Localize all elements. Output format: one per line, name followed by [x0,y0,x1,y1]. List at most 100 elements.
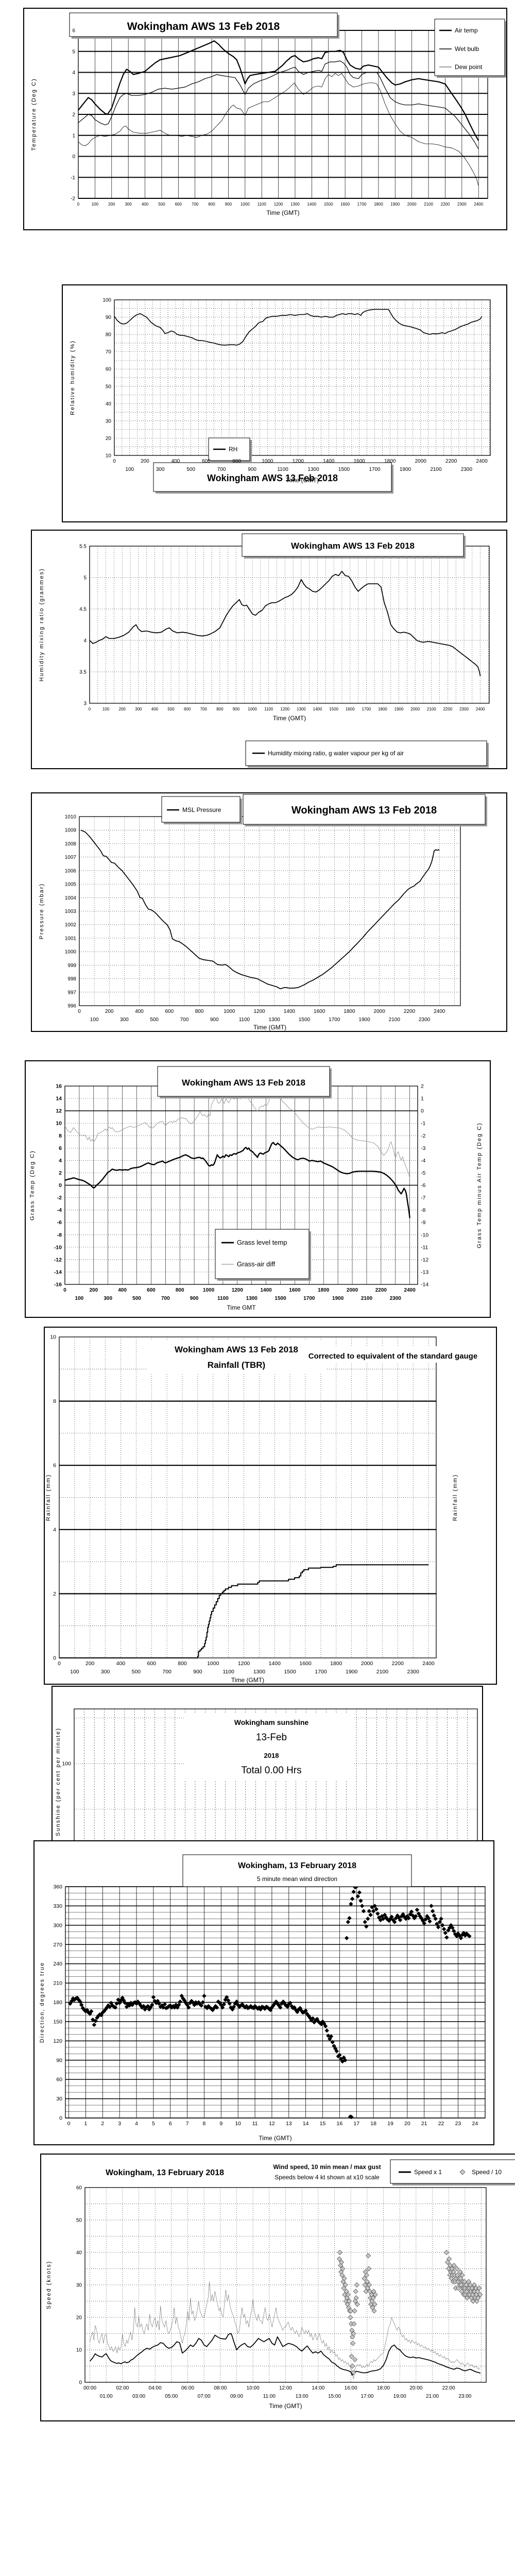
x-tick-label: 2000 [347,1287,358,1293]
legend-label: RH [229,446,237,453]
panel-wind-direction: Wokingham, 13 February 2018 5 minute mean… [33,1840,494,2145]
x-tick-label: 19:00 [393,2394,406,2399]
x-tick-label: 1100 [277,467,288,472]
x-tick-label: 3 [118,2121,121,2127]
x-tick-label: 700 [180,1017,189,1023]
x-tick-label: 200 [105,1009,114,1014]
x-tick-label: 1100 [258,202,267,207]
x-tick-label: 04:00 [149,2385,162,2391]
x-tick-label: 900 [210,1017,219,1023]
series-group [78,40,479,186]
y-tick-label: 996 [67,1004,76,1009]
legend-box [245,740,487,766]
x-tick-label: 2000 [415,459,427,464]
y-tick-label: 3 [72,91,75,97]
msl-pressure-chart: Wokingham AWS 13 Feb 2018 MSL Pressure 0 10… [39,794,487,1031]
plot-border [89,546,490,704]
grid [64,1086,418,1285]
axis-labels: 0100200300400500600700800900100011001200… [70,298,488,484]
x-tick-label: 2400 [422,1660,435,1667]
y2-tick-label: -13 [421,1269,428,1275]
y-tick-label: 8 [53,1398,56,1404]
y2-tick-label: -5 [421,1170,425,1176]
x-tick-label: 1300 [246,1296,258,1301]
x-tick-label: 1600 [299,1660,312,1667]
chart-title: Wokingham AWS 13 Feb 2018 [127,21,280,32]
x-tick-label: 400 [116,1660,126,1667]
chart-title: Wind speed, 10 min mean / max gust [273,2163,381,2171]
x-tick-label: 1500 [338,467,350,472]
legend-box [215,1229,310,1279]
chart-title: Corrected to equivalent of the standard … [308,1352,477,1361]
y-tick-label: 0 [59,2115,62,2122]
x-tick-label: 800 [178,1660,187,1667]
y-tick-label: -1 [71,175,75,181]
x-tick-label: 2100 [430,467,442,472]
x-tick-label: 300 [101,1669,110,1675]
y-tick-label: -16 [54,1282,62,1288]
chart-title: Wokingham, 13 February 2018 [238,1861,356,1870]
series-Dew point [78,73,479,186]
text-box [69,12,338,37]
y-tick-label: 997 [67,990,76,995]
x-tick-label: 21 [421,2121,427,2127]
x-tick-label: 400 [135,1009,144,1014]
x-tick-label: 200 [119,707,126,711]
x-tick-label: 2000 [407,202,417,207]
grass-temperature-chart: Wokingham AWS 13 Feb 2018 Grass level tem… [29,1066,483,1311]
y2-tick-label: -3 [421,1145,425,1151]
x-tick-label: 200 [141,459,149,464]
x-tick-label: 1400 [269,1660,281,1667]
x-tick-label: 1500 [324,202,333,207]
y-tick-label: -6 [57,1219,62,1226]
y-tick-label: -4 [57,1207,62,1213]
text-box [242,533,464,557]
x-tick-label: 14:00 [312,2385,324,2391]
x-tick-label: 1300 [307,467,319,472]
x-tick-label: 1900 [400,467,411,472]
y-tick-label: 4 [59,1158,62,1164]
legend-label: Speed x 1 [414,2168,442,2176]
x-tick-label: 1 [84,2121,88,2127]
axis-labels: 0100200300400500600700800900100011001200… [45,1334,458,1684]
x-tick-label: 2000 [361,1660,373,1667]
y-tick-label: 998 [67,976,76,982]
y-axis-title: Relative humidity (%) [70,340,76,415]
x-tick-label: 100 [70,1669,79,1675]
x-tick-label: 1700 [357,202,367,207]
chart-title: Total 0.00 Hrs [241,1765,301,1776]
x-tick-label: 7 [186,2121,189,2127]
y-tick-label: 300 [53,1922,62,1928]
y-tick-label: 4 [72,70,75,76]
x-tick-label: 1900 [394,707,404,711]
series-Rainfall cumulative [59,1564,429,1658]
x-tick-label: 1500 [299,1017,311,1023]
x-tick-label: 1200 [293,459,304,464]
y-tick-label: 100 [62,1761,71,1767]
x-tick-label: 1500 [284,1669,296,1675]
x-tick-label: 400 [151,707,159,711]
series-RH [114,309,483,346]
x-tick-label: 08:00 [214,2385,227,2391]
x-tick-label: 2000 [410,707,420,711]
y-tick-label: 2 [72,112,75,118]
panel-temperature: Wokingham AWS 13 Feb 2018 Air temp Wet bul… [23,8,507,230]
text-box [182,1854,412,1887]
x-tick-label: 1000 [262,459,273,464]
y-axis-title: Grass Temp (Deg C) [29,1150,36,1221]
y-axis-title: Temperature (Deg C) [31,78,37,150]
x-tick-label: 1700 [369,467,381,472]
x-tick-label: 300 [125,202,132,207]
series-group [89,570,481,676]
x-axis-title: Time GMT [227,1304,256,1311]
y-tick-label: 6 [53,1463,56,1469]
series-Humidity mixing ratio [89,570,481,676]
x-tick-label: 1700 [315,1669,327,1675]
x-tick-label: 0 [78,1009,81,1014]
x-tick-label: 02:00 [116,2385,129,2391]
x-tick-label: 2200 [375,1287,387,1293]
y-tick-label: 330 [53,1903,62,1909]
series-group [80,829,440,990]
